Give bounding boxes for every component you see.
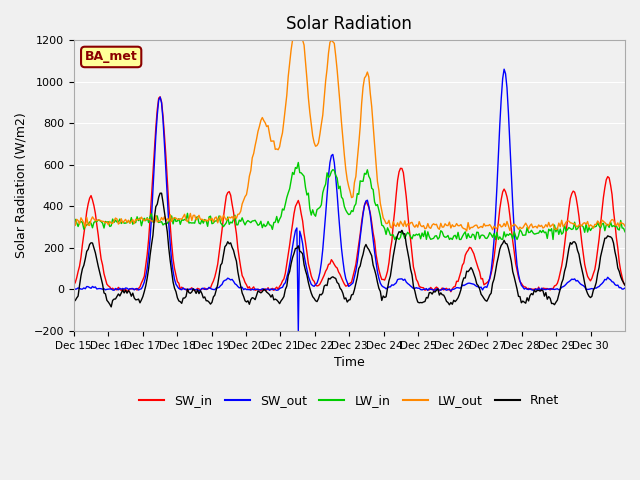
LW_in — [466, 234, 474, 240]
LW_out — [70, 221, 77, 227]
X-axis label: Time: Time — [334, 356, 365, 369]
Legend: SW_in, SW_out, LW_in, LW_out, Rnet: SW_in, SW_out, LW_in, LW_out, Rnet — [134, 389, 564, 412]
Rnet — [356, 263, 364, 269]
SW_out — [548, 287, 556, 292]
Rnet — [621, 282, 629, 288]
LW_out — [463, 228, 470, 234]
Line: LW_out: LW_out — [74, 40, 625, 231]
SW_out — [106, 286, 113, 292]
LW_out — [548, 223, 556, 228]
LW_in — [391, 237, 399, 242]
Rnet — [548, 300, 556, 306]
Rnet — [106, 301, 113, 307]
SW_in — [548, 286, 556, 291]
SW_out — [70, 287, 77, 293]
LW_out — [466, 227, 474, 232]
LW_in — [70, 224, 77, 230]
SW_in — [106, 284, 113, 290]
LW_out — [620, 221, 627, 227]
LW_in — [106, 224, 113, 229]
LW_in — [355, 192, 363, 197]
SW_in — [70, 282, 77, 288]
Line: SW_out: SW_out — [74, 69, 625, 331]
SW_in — [89, 197, 97, 203]
SW_out — [355, 248, 363, 254]
LW_out — [106, 218, 113, 224]
SW_out — [621, 285, 629, 291]
SW_out — [89, 284, 97, 289]
Y-axis label: Solar Radiation (W/m2): Solar Radiation (W/m2) — [15, 113, 28, 258]
Text: BA_met: BA_met — [85, 50, 138, 63]
SW_out — [464, 280, 472, 286]
SW_in — [621, 282, 629, 288]
Rnet — [108, 304, 115, 310]
LW_in — [621, 229, 629, 235]
LW_out — [355, 141, 363, 147]
SW_out — [500, 66, 508, 72]
Rnet — [157, 191, 165, 196]
SW_in — [355, 241, 363, 247]
Line: SW_in: SW_in — [74, 97, 625, 292]
SW_out — [294, 328, 302, 334]
LW_in — [548, 226, 556, 231]
LW_in — [294, 160, 302, 166]
LW_out — [621, 223, 629, 229]
Line: LW_in: LW_in — [74, 163, 625, 240]
SW_in — [447, 289, 454, 295]
Line: Rnet: Rnet — [74, 193, 625, 307]
Rnet — [89, 240, 97, 246]
SW_in — [466, 244, 474, 250]
SW_out — [620, 286, 627, 292]
Rnet — [466, 267, 474, 273]
SW_in — [620, 280, 627, 286]
Rnet — [70, 298, 77, 304]
LW_out — [289, 37, 296, 43]
Rnet — [620, 280, 627, 286]
LW_in — [620, 226, 627, 231]
Title: Solar Radiation: Solar Radiation — [287, 15, 412, 33]
LW_out — [89, 214, 97, 220]
SW_in — [156, 94, 164, 100]
LW_in — [89, 225, 97, 231]
